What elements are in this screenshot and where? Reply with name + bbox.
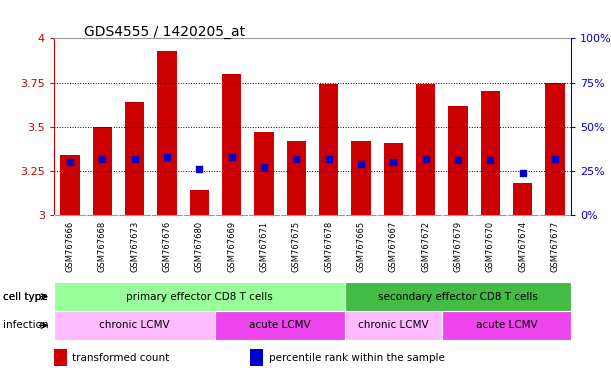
Text: cell type: cell type [3, 291, 48, 302]
Bar [189, 190, 209, 215]
Bar [287, 141, 306, 215]
Text: percentile rank within the sample: percentile rank within the sample [269, 353, 444, 363]
Bar [251, 349, 263, 366]
Point [259, 164, 269, 170]
Bar [60, 155, 79, 215]
Text: transformed count: transformed count [72, 353, 169, 363]
Text: GSM767677: GSM767677 [551, 220, 560, 271]
Bar [54, 349, 67, 366]
Text: GSM767668: GSM767668 [98, 220, 107, 271]
Text: GSM767671: GSM767671 [260, 220, 268, 271]
Point [324, 156, 334, 162]
Point [356, 161, 366, 167]
Bar [157, 51, 177, 215]
Bar [481, 91, 500, 215]
Text: GSM767672: GSM767672 [421, 220, 430, 271]
Text: GSM767674: GSM767674 [518, 220, 527, 271]
Point [551, 156, 560, 162]
Point [518, 170, 528, 176]
Bar [319, 84, 338, 215]
Bar [384, 142, 403, 215]
Text: secondary effector CD8 T cells: secondary effector CD8 T cells [378, 291, 538, 302]
Bar [216, 311, 345, 340]
Text: GSM767679: GSM767679 [453, 220, 463, 271]
Bar [345, 282, 571, 311]
Bar [442, 311, 571, 340]
Text: cell type: cell type [2, 291, 47, 302]
Bar [546, 83, 565, 215]
Point [453, 157, 463, 163]
Text: acute LCMV: acute LCMV [476, 320, 538, 331]
Text: GSM767676: GSM767676 [163, 220, 172, 271]
Text: GSM767665: GSM767665 [357, 220, 365, 271]
Bar [448, 106, 468, 215]
Text: chronic LCMV: chronic LCMV [100, 320, 170, 331]
Point [291, 156, 301, 162]
Text: GSM767680: GSM767680 [195, 220, 204, 271]
Text: chronic LCMV: chronic LCMV [358, 320, 429, 331]
Point [194, 166, 204, 172]
Text: GSM767669: GSM767669 [227, 220, 236, 271]
Point [389, 159, 398, 165]
Bar [93, 127, 112, 215]
Bar [54, 311, 216, 340]
Point [97, 156, 107, 162]
Bar [125, 102, 144, 215]
Text: infection: infection [2, 320, 48, 331]
Bar [513, 183, 532, 215]
Text: GSM767667: GSM767667 [389, 220, 398, 271]
Text: GSM767673: GSM767673 [130, 220, 139, 271]
Bar [345, 311, 442, 340]
Bar [254, 132, 274, 215]
Point [227, 154, 236, 160]
Text: GSM767678: GSM767678 [324, 220, 333, 271]
Text: GSM767675: GSM767675 [292, 220, 301, 271]
Bar [222, 74, 241, 215]
Point [162, 154, 172, 160]
Bar [351, 141, 371, 215]
Text: GDS4555 / 1420205_at: GDS4555 / 1420205_at [84, 25, 246, 39]
Point [130, 156, 139, 162]
Text: GSM767666: GSM767666 [65, 220, 75, 271]
Text: acute LCMV: acute LCMV [249, 320, 311, 331]
Point [486, 157, 496, 163]
Point [65, 159, 75, 165]
Text: GSM767670: GSM767670 [486, 220, 495, 271]
Bar [54, 282, 345, 311]
Text: primary effector CD8 T cells: primary effector CD8 T cells [126, 291, 273, 302]
Point [421, 156, 431, 162]
Bar [416, 84, 436, 215]
